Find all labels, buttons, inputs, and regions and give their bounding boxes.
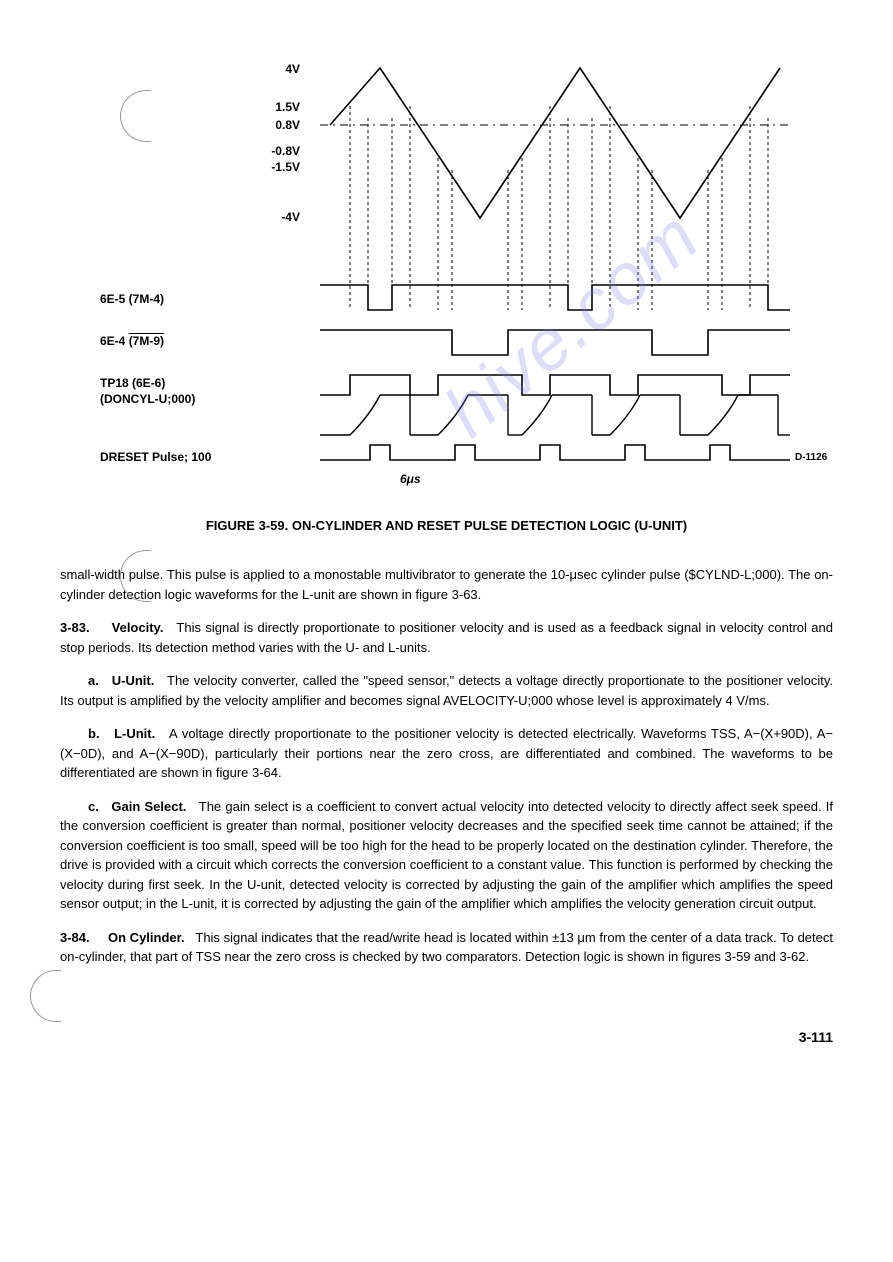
figure-area: 4V 1.5V 0.8V -0.8V -1.5V -4V 6E-5 (7M-4)… (160, 60, 833, 486)
paragraph-3-84: 3-84. On Cylinder. This signal indicates… (60, 928, 833, 967)
para-topic: On Cylinder. (108, 930, 185, 945)
ylabel-neg1-5v: -1.5V (271, 158, 300, 176)
para-topic: Velocity. (112, 620, 164, 635)
page-number: 3-111 (60, 1027, 833, 1048)
waveform-diagram (310, 60, 833, 486)
para-number: 3-83. (60, 620, 90, 635)
time-label: 6μs (400, 470, 421, 488)
drawing-number: D-1126 (795, 450, 827, 465)
signal-label-6e5: 6E-5 (7M-4) (100, 290, 164, 308)
ylabel-neg4v: -4V (281, 208, 300, 226)
paragraph-a: a. U-Unit. The velocity converter, calle… (60, 671, 833, 710)
signal-label-tp18-b: (DONCYL-U;000) (100, 390, 195, 408)
sub-topic: L-Unit. (114, 726, 155, 741)
ylabel-1-5v: 1.5V (275, 98, 300, 116)
scan-artifact (30, 970, 61, 1022)
sub-topic: Gain Select. (111, 799, 186, 814)
para-number: 3-84. (60, 930, 90, 945)
sub-letter: b. (88, 726, 100, 741)
sub-letter: c. (88, 799, 99, 814)
sub-body: The velocity converter, called the "spee… (60, 673, 833, 708)
para-body: This signal is directly proportionate to… (60, 620, 833, 655)
signal-label-dreset: DRESET Pulse; 100 (100, 448, 211, 466)
signal-label-6e4: 6E-4 (7M-9) (100, 332, 164, 350)
paragraph-b: b. L-Unit. A voltage directly proportion… (60, 724, 833, 783)
signal-label-6e4-b: (7M-9) (129, 334, 164, 348)
sub-body: A voltage directly proportionate to the … (60, 726, 833, 780)
sub-body: The gain select is a coefficient to conv… (60, 799, 833, 912)
ylabel-4v: 4V (285, 60, 300, 78)
scan-artifact (120, 90, 151, 142)
figure-caption: FIGURE 3-59. ON-CYLINDER AND RESET PULSE… (60, 516, 833, 536)
signal-label-6e4-a: 6E-4 (100, 334, 129, 348)
paragraph-continuation: small-width pulse. This pulse is applied… (60, 565, 833, 604)
sub-letter: a. (88, 673, 99, 688)
paragraph-3-83: 3-83. Velocity. This signal is directly … (60, 618, 833, 657)
sub-topic: U-Unit. (112, 673, 155, 688)
paragraph-c: c. Gain Select. The gain select is a coe… (60, 797, 833, 914)
ylabel-0-8v: 0.8V (275, 116, 300, 134)
